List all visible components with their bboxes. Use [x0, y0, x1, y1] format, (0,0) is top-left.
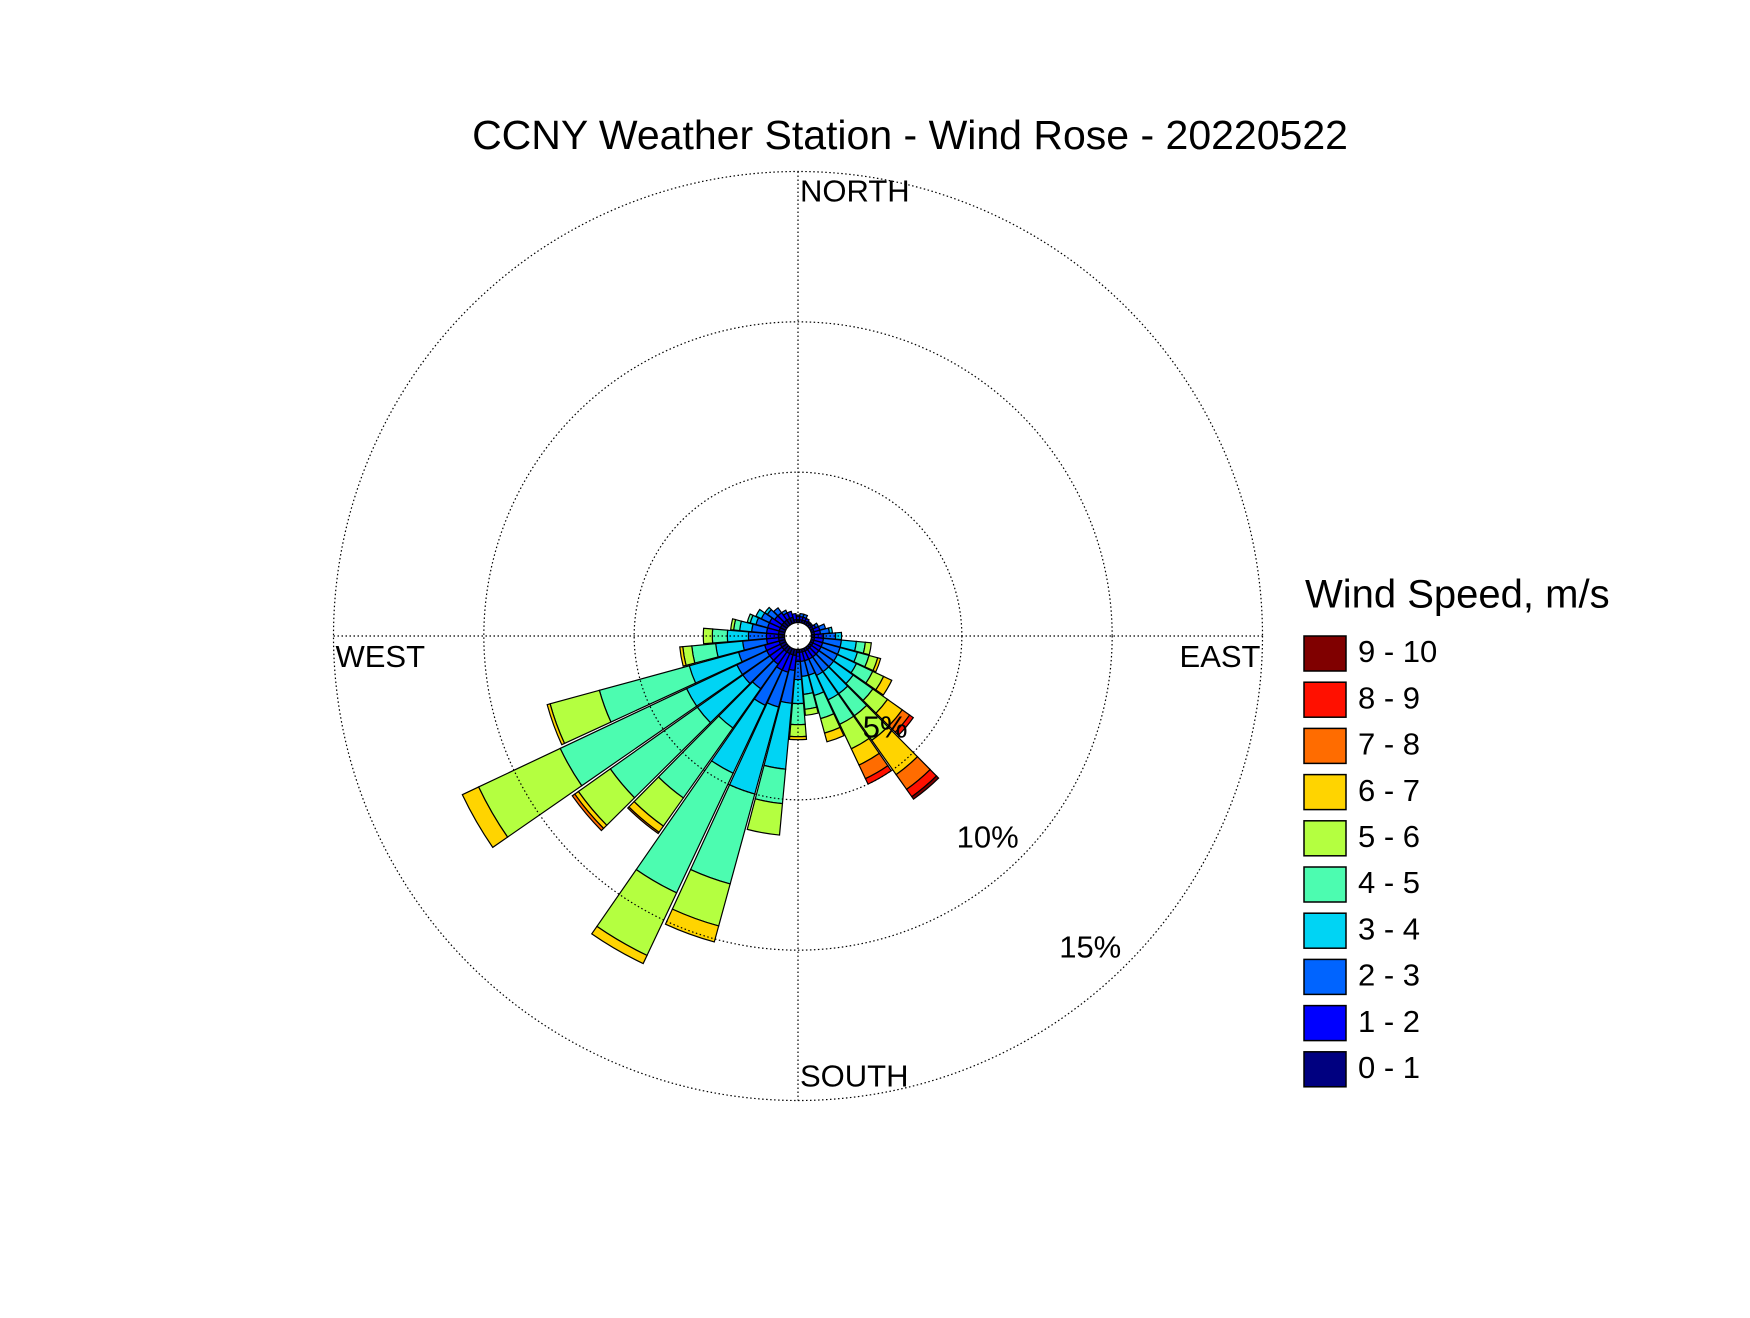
bar-segment	[803, 614, 807, 618]
legend-swatch	[1304, 636, 1346, 671]
legend-swatch	[1304, 1006, 1346, 1041]
legend-swatch	[1304, 682, 1346, 717]
direction-label: WEST	[336, 639, 426, 674]
legend-label: 7 - 8	[1358, 727, 1420, 762]
bar-segment	[791, 703, 806, 724]
chart-title: CCNY Weather Station - Wind Rose - 20220…	[472, 112, 1348, 158]
legend-label: 5 - 6	[1358, 819, 1420, 854]
legend-swatch	[1304, 867, 1346, 902]
legend-label: 4 - 5	[1358, 865, 1420, 900]
legend-label: 8 - 9	[1358, 680, 1420, 715]
bar-segment	[790, 724, 807, 736]
legend-swatch	[1304, 821, 1346, 856]
legend-swatch	[1304, 959, 1346, 994]
direction-label: EAST	[1180, 639, 1261, 674]
legend-label: 9 - 10	[1358, 634, 1437, 669]
legend-label: 0 - 1	[1358, 1050, 1420, 1085]
legend-title: Wind Speed, m/s	[1305, 573, 1610, 617]
legend-label: 2 - 3	[1358, 958, 1420, 993]
legend-label: 6 - 7	[1358, 773, 1420, 808]
legend-label: 3 - 4	[1358, 911, 1420, 946]
legend-label: 1 - 2	[1358, 1004, 1420, 1039]
direction-label: SOUTH	[800, 1059, 909, 1094]
bar-segment	[829, 627, 833, 633]
bars	[462, 607, 938, 963]
legend-swatch	[1304, 913, 1346, 948]
bar-segment	[703, 628, 712, 644]
ring-label: 15%	[1059, 930, 1121, 965]
legend-swatch	[1304, 1052, 1346, 1087]
ring-label: 5%	[863, 710, 908, 745]
direction-label: NORTH	[800, 174, 910, 209]
bar-segment	[863, 642, 871, 654]
legend-swatch	[1304, 775, 1346, 810]
legend-swatch	[1304, 728, 1346, 763]
ring-label: 10%	[957, 820, 1019, 855]
